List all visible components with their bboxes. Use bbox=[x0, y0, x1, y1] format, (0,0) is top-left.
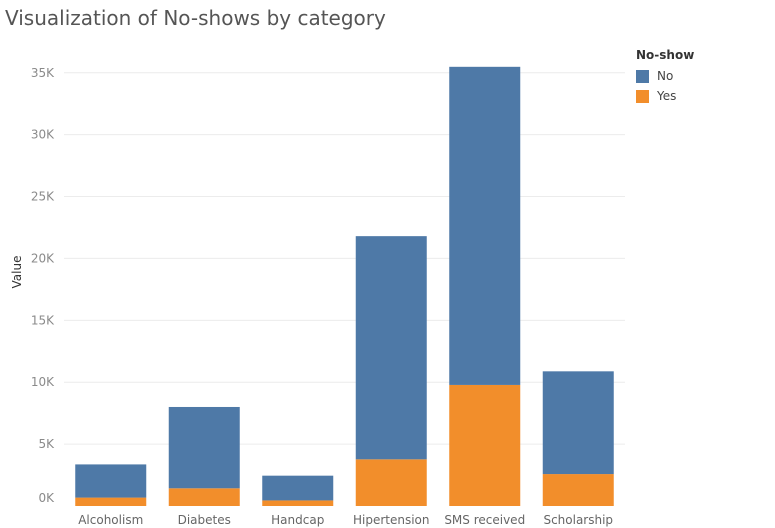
x-tick-label: SMS received bbox=[444, 513, 525, 527]
y-axis-ticks: 0K 5K 10K 15K 20K 25K 30K 35K bbox=[31, 66, 55, 505]
x-tick-label: Diabetes bbox=[178, 513, 231, 527]
bar-yes-alcoholism[interactable] bbox=[75, 497, 147, 506]
bar-no-diabetes[interactable] bbox=[168, 406, 240, 489]
bar-yes-diabetes[interactable] bbox=[168, 488, 240, 506]
x-tick-label: Alcoholism bbox=[78, 513, 143, 527]
legend: No-show No Yes bbox=[636, 48, 694, 106]
bar-no-handcap[interactable] bbox=[262, 475, 334, 501]
bar-no-hipertension[interactable] bbox=[355, 236, 427, 460]
legend-item-yes[interactable]: Yes bbox=[636, 86, 694, 106]
y-tick-label: 30K bbox=[31, 128, 55, 142]
bars bbox=[75, 66, 614, 506]
legend-item-no[interactable]: No bbox=[636, 66, 694, 86]
legend-label: No bbox=[657, 69, 674, 83]
y-tick-label: 25K bbox=[31, 190, 55, 204]
x-tick-label: Handcap bbox=[271, 513, 324, 527]
legend-title: No-show bbox=[636, 48, 695, 62]
legend-items: No Yes bbox=[636, 66, 694, 106]
x-tick-label: Scholarship bbox=[543, 513, 613, 527]
bar-yes-hipertension[interactable] bbox=[355, 459, 427, 506]
bar-yes-scholarship[interactable] bbox=[542, 474, 614, 506]
y-axis-label: Value bbox=[10, 256, 24, 289]
bar-yes-sms-received[interactable] bbox=[449, 384, 521, 506]
y-tick-label: 0K bbox=[38, 491, 55, 505]
y-tick-label: 15K bbox=[31, 313, 55, 327]
legend-swatch bbox=[636, 89, 649, 103]
bar-no-scholarship[interactable] bbox=[542, 371, 614, 475]
x-axis-ticks: Alcoholism Diabetes Handcap Hipertension SMS… bbox=[78, 513, 613, 527]
y-tick-label: 10K bbox=[31, 375, 55, 389]
gridlines bbox=[64, 72, 625, 445]
bar-yes-handcap[interactable] bbox=[262, 500, 334, 506]
y-tick-label: 5K bbox=[38, 437, 55, 451]
legend-label: Yes bbox=[657, 89, 677, 103]
y-tick-label: 35K bbox=[31, 66, 55, 80]
bar-no-sms-received[interactable] bbox=[449, 66, 521, 385]
x-tick-label: Hipertension bbox=[353, 513, 430, 527]
legend-swatch bbox=[636, 69, 649, 83]
y-tick-label: 20K bbox=[31, 251, 55, 265]
bar-no-alcoholism[interactable] bbox=[75, 464, 147, 498]
chart-title: Visualization of No-shows by category bbox=[5, 6, 386, 30]
